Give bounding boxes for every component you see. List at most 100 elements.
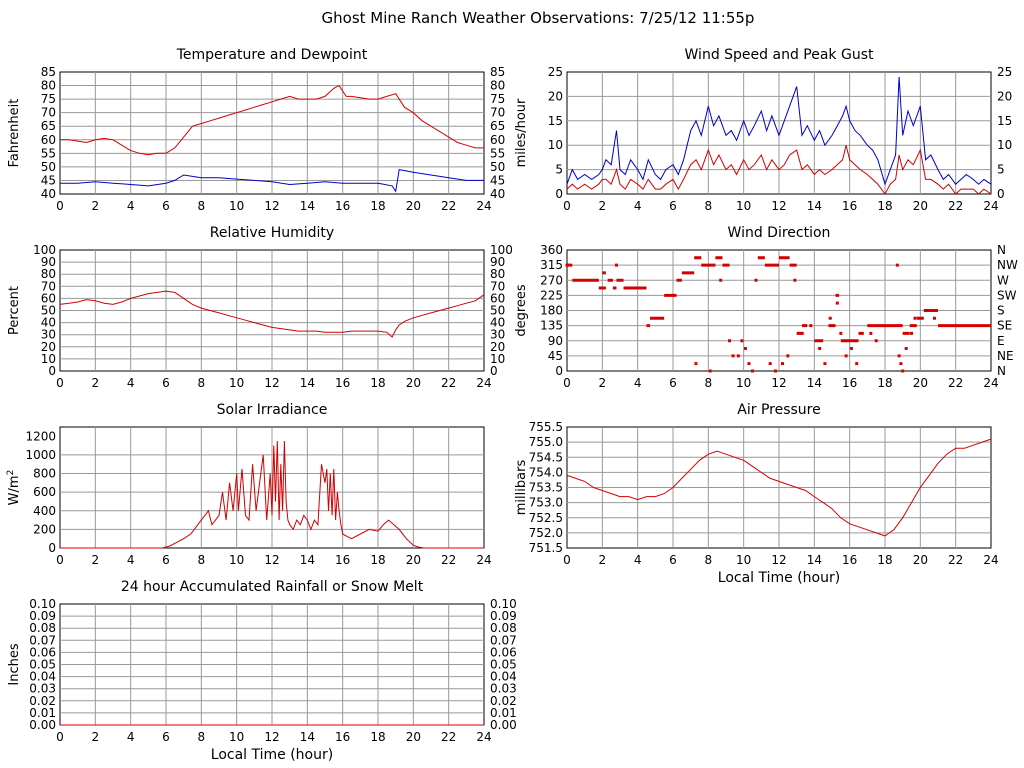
x-tick-label: 4	[127, 376, 135, 390]
x-tick-label: 18	[370, 376, 385, 390]
y-tick-label: 752.5	[529, 511, 563, 525]
y-tick-label-right: 0.04	[490, 670, 517, 684]
x-tick-label: 12	[771, 553, 786, 567]
y-axis-label-text: W/m	[7, 475, 22, 505]
direction-point	[614, 263, 618, 267]
x-tick-label: 18	[877, 376, 892, 390]
x-tick-label: 18	[877, 553, 892, 567]
y-tick-label-right: 0.02	[490, 694, 517, 708]
y-tick-label-right: 10	[490, 352, 505, 366]
x-tick-label: 14	[807, 376, 822, 390]
y-tick-label: 753.5	[529, 481, 563, 495]
y-tick-label: 1000	[25, 448, 56, 462]
direction-point	[895, 263, 899, 267]
y-tick-label-right: 45	[490, 173, 505, 187]
direction-point	[869, 331, 873, 335]
y-tick-label-right: 40	[490, 187, 505, 201]
compass-label: N	[997, 364, 1006, 378]
y-tick-label: 0.03	[29, 682, 56, 696]
y-tick-label-right: 0.07	[490, 633, 517, 647]
chart-title: Temperature and Dewpoint	[176, 47, 368, 63]
y-tick-label: 100	[33, 243, 56, 257]
y-tick-label: 200	[33, 522, 56, 536]
y-tick-label: 225	[540, 288, 563, 302]
x-tick-label: 16	[335, 553, 350, 567]
x-tick-label: 0	[56, 730, 64, 744]
direction-point	[773, 369, 777, 373]
y-tick-label: 755.5	[529, 420, 563, 434]
x-tick-label: 14	[300, 730, 315, 744]
y-axis-label: Fahrenheit	[7, 99, 22, 168]
y-tick-label: 751.5	[529, 541, 563, 555]
x-tick-label: 18	[370, 553, 385, 567]
x-tick-label: 14	[807, 553, 822, 567]
y-axis-label: millibars	[514, 460, 529, 516]
y-tick-label: 5	[555, 163, 563, 177]
x-tick-label: 10	[229, 730, 244, 744]
compass-label: SE	[997, 319, 1012, 333]
direction-point	[835, 301, 839, 305]
x-tick-label: 2	[599, 376, 607, 390]
y-tick-label-right: 0.03	[490, 682, 517, 696]
y-tick-label: 45	[548, 349, 563, 363]
y-tick-label: 755.0	[529, 435, 563, 449]
x-tick-label: 20	[406, 376, 421, 390]
y-tick-label-right: 0	[490, 364, 498, 378]
direction-point	[793, 278, 797, 282]
y-tick-label: 15	[548, 114, 563, 128]
x-tick-label: 16	[842, 199, 857, 213]
x-tick-label: 6	[669, 376, 677, 390]
y-tick-label-right: 15	[997, 114, 1012, 128]
x-tick-label: 8	[705, 199, 713, 213]
y-tick-label: 40	[41, 187, 56, 201]
y-tick-label-right: 0.10	[490, 597, 517, 611]
y-tick-label-right: 60	[490, 133, 505, 147]
x-tick-label: 6	[162, 553, 170, 567]
direction-point	[708, 369, 712, 373]
y-tick-label-right: 40	[490, 316, 505, 330]
x-tick-label: 24	[983, 376, 998, 390]
x-tick-label: 14	[807, 199, 822, 213]
x-tick-label: 12	[264, 730, 279, 744]
x-tick-label: 22	[441, 730, 456, 744]
y-tick-label: 1200	[25, 429, 56, 443]
x-tick-label: 18	[370, 199, 385, 213]
y-tick-label: 60	[41, 133, 56, 147]
x-tick-label: 14	[300, 376, 315, 390]
y-tick-label-right: 70	[490, 106, 505, 120]
y-tick-label: 0.04	[29, 670, 56, 684]
y-tick-label: 0.00	[29, 718, 56, 732]
series-line	[566, 145, 992, 195]
direction-point	[844, 354, 848, 358]
y-tick-label: 0.01	[29, 706, 56, 720]
x-tick-label: 12	[264, 199, 279, 213]
series-line	[60, 169, 484, 193]
direction-point	[913, 316, 917, 320]
y-tick-label: 55	[41, 146, 56, 160]
x-tick-label: 4	[634, 553, 642, 567]
y-axis-label-superscript: 2	[6, 470, 16, 476]
x-tick-label: 4	[127, 730, 135, 744]
x-tick-label: 18	[877, 199, 892, 213]
y-tick-label: 10	[41, 352, 56, 366]
x-tick-label: 0	[56, 553, 64, 567]
x-tick-label: 0	[563, 199, 571, 213]
x-tick-label: 2	[599, 199, 607, 213]
y-tick-label: 20	[548, 89, 563, 103]
x-tick-label: 10	[736, 199, 751, 213]
compass-label: N	[997, 243, 1006, 257]
x-tick-label: 2	[92, 199, 100, 213]
x-tick-label: 4	[634, 376, 642, 390]
y-tick-label: 270	[540, 273, 563, 287]
x-tick-label: 20	[913, 376, 928, 390]
x-tick-label: 4	[127, 553, 135, 567]
y-axis-label: Percent	[7, 286, 22, 335]
y-tick-label-right: 55	[490, 146, 505, 160]
y-tick-label: 20	[41, 340, 56, 354]
y-tick-label: 754.5	[529, 450, 563, 464]
y-tick-label: 90	[41, 255, 56, 269]
y-tick-label: 0.06	[29, 645, 56, 659]
